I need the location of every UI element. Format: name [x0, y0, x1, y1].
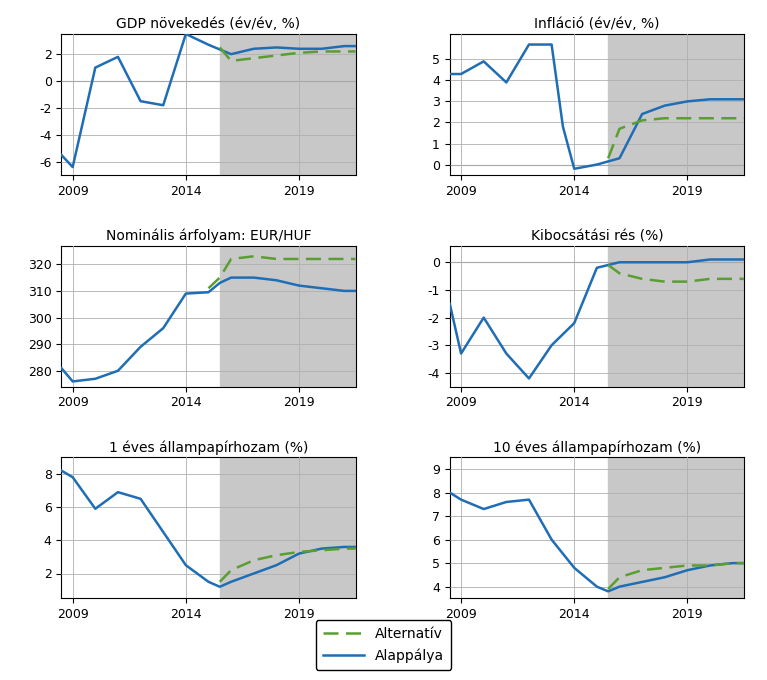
Title: Nominális árfolyam: EUR/HUF: Nominális árfolyam: EUR/HUF: [106, 228, 311, 243]
Bar: [608, 457, 744, 598]
Bar: [608, 245, 744, 387]
Title: Infláció (év/év, %): Infláció (év/év, %): [534, 18, 660, 31]
Title: GDP növekedés (év/év, %): GDP növekedés (év/év, %): [117, 18, 301, 31]
Bar: [220, 457, 356, 598]
Legend: Alternatív, Alappálya: Alternatív, Alappálya: [315, 620, 452, 670]
Bar: [608, 34, 744, 175]
Title: 1 éves állampapírhozam (%): 1 éves állampapírhozam (%): [109, 440, 308, 455]
Title: Kibocsátási rés (%): Kibocsátási rés (%): [531, 229, 663, 243]
Bar: [220, 245, 356, 387]
Bar: [220, 34, 356, 175]
Title: 10 éves állampapírhozam (%): 10 éves állampapírhozam (%): [493, 440, 701, 455]
